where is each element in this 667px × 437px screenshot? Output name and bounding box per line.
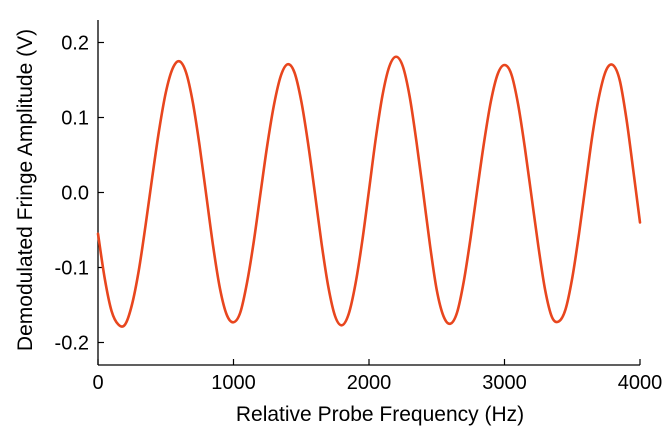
x-tick-label: 4000	[618, 372, 663, 394]
ticks: 0 1000 2000 3000 4000 -0.2 -0.1 0.0 0.1 0.2	[55, 33, 663, 395]
y-tick-label: 0.1	[61, 108, 89, 130]
x-tick-label: 1000	[211, 372, 256, 394]
y-tick-label: -0.1	[55, 258, 89, 280]
x-tick-label: 0	[92, 372, 103, 394]
series-line	[96, 55, 642, 328]
y-tick-label: -0.2	[55, 333, 89, 355]
x-axis-title: Relative Probe Frequency (Hz)	[236, 403, 524, 426]
series-layer	[96, 55, 642, 328]
x-tick-label: 3000	[482, 372, 527, 394]
x-tick-label: 2000	[347, 372, 392, 394]
y-tick-label: 0.2	[61, 33, 89, 55]
y-axis-title: Demodulated Fringe Amplitude (V)	[14, 29, 37, 351]
y-tick-label: 0.0	[61, 183, 89, 205]
